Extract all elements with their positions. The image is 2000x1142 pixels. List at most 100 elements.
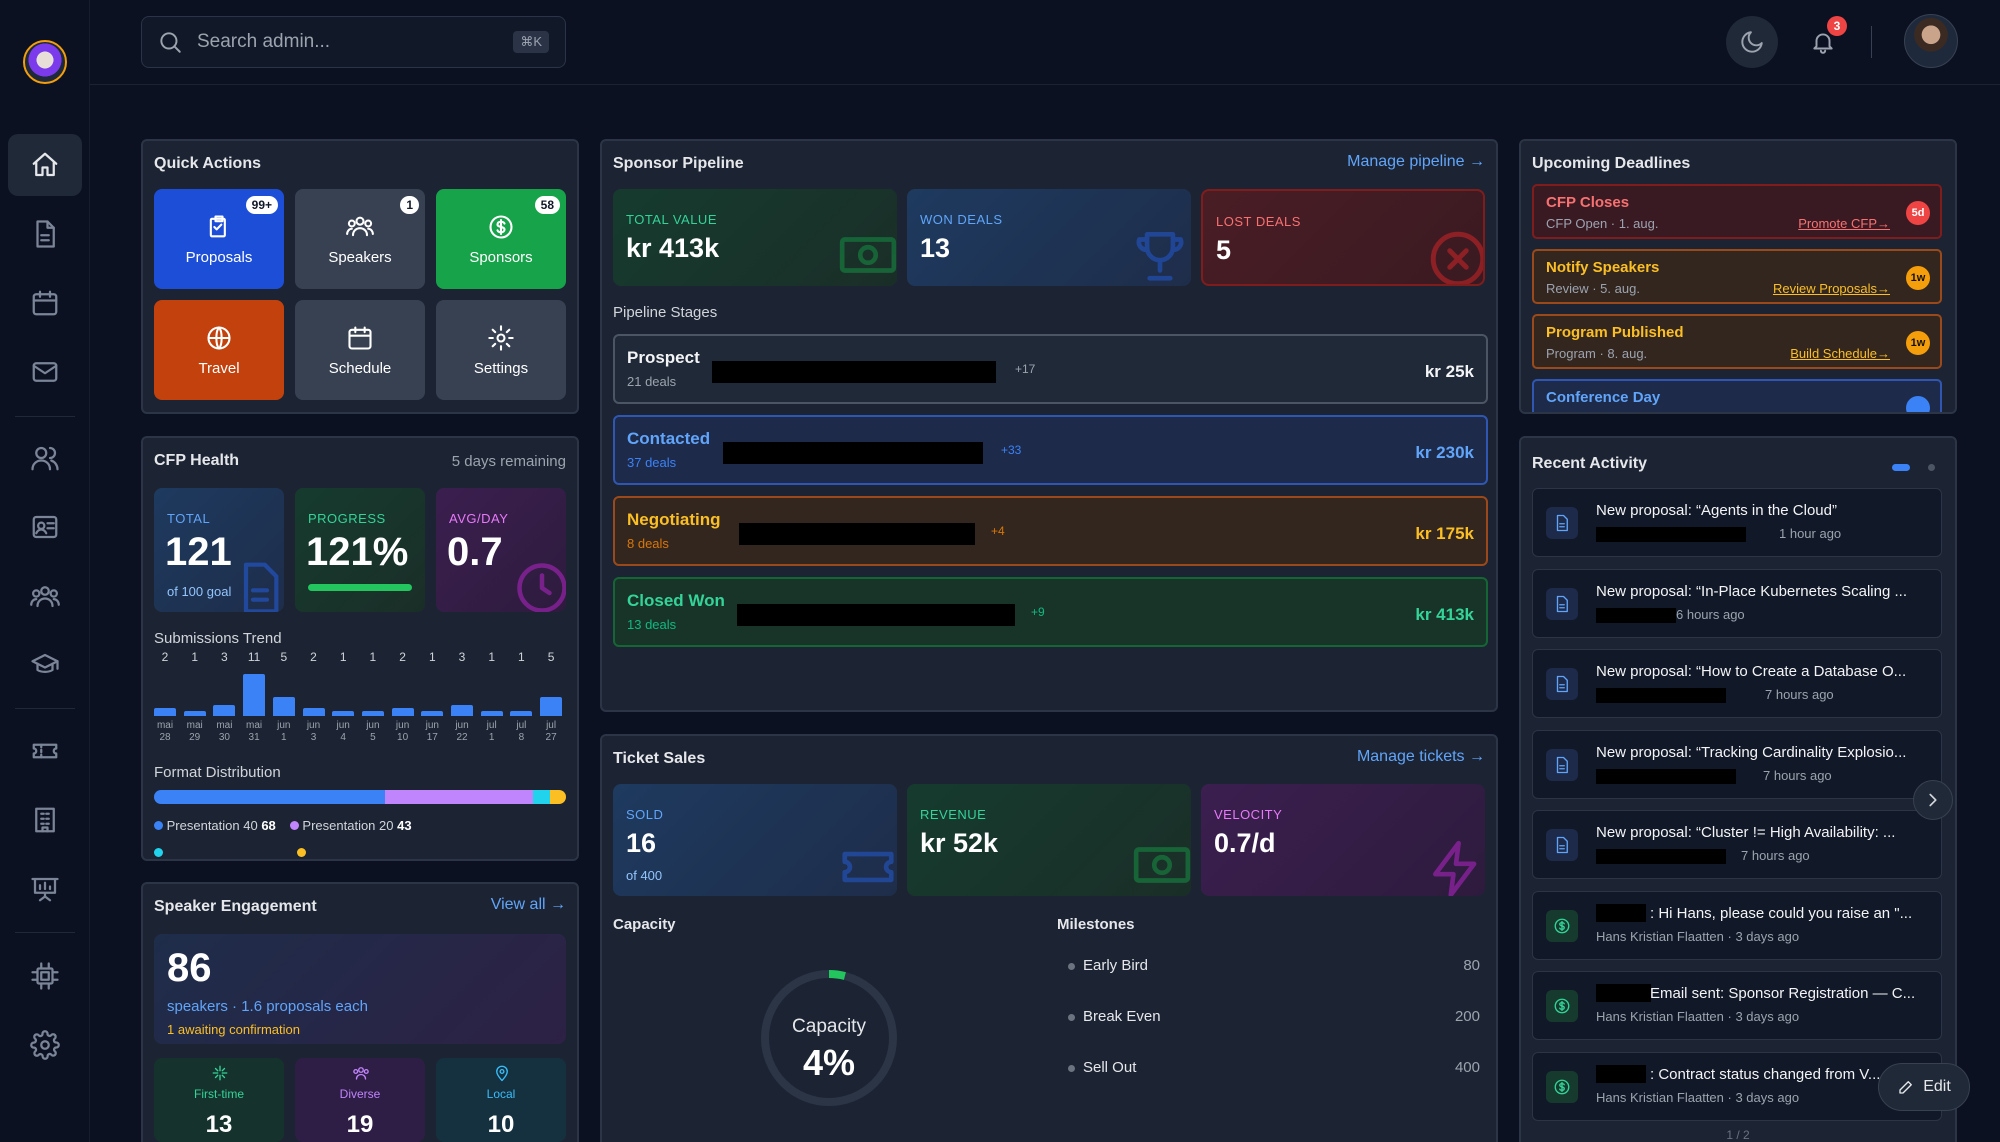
tile-label: Local	[486, 1087, 516, 1101]
stage-closed-won[interactable]: Closed Won 13 deals +9 kr 413k	[613, 577, 1488, 647]
format-segment[interactable]	[154, 790, 385, 804]
sidebar-item-schedule[interactable]	[8, 272, 82, 334]
trend-bar[interactable]	[391, 708, 414, 716]
deadline-conference-day[interactable]: Conference Day	[1532, 379, 1942, 412]
document-icon	[1546, 507, 1578, 539]
sidebar-item-contacts[interactable]	[8, 496, 82, 558]
deadline-program-published[interactable]: Program Published Program · 8. aug. Buil…	[1532, 314, 1942, 369]
clock-icon	[517, 563, 566, 612]
sidebar-item-groups[interactable]	[8, 565, 82, 627]
activity-item[interactable]: New proposal: “In-Place Kubernetes Scali…	[1532, 568, 1942, 638]
theme-toggle-button[interactable]	[1726, 16, 1778, 68]
stage-negotiating[interactable]: Negotiating 8 deals +4 kr 175k	[613, 496, 1488, 566]
search-input[interactable]	[197, 31, 487, 53]
sidebar-item-home[interactable]	[8, 134, 82, 196]
edit-button[interactable]: Edit	[1878, 1063, 1970, 1111]
trend-bar[interactable]	[154, 708, 176, 716]
speaker-count: 86	[167, 946, 212, 990]
notifications-button[interactable]: 3	[1797, 16, 1849, 68]
sidebar-item-workshops[interactable]	[8, 634, 82, 696]
activity-item[interactable]: New proposal: “Agents in the Cloud” 1 hou…	[1532, 488, 1942, 557]
redacted-name	[1596, 984, 1651, 1002]
trend-date: jun 10	[395, 720, 410, 743]
format-segment[interactable]	[384, 790, 534, 804]
stage-prospect[interactable]: Prospect 21 deals +17 kr 25k	[613, 334, 1488, 404]
recent-activity-card: Recent Activity New proposal: “Agents in…	[1519, 436, 1957, 1142]
milestone-value: 80	[1463, 957, 1480, 974]
sidebar-item-sponsors[interactable]	[8, 789, 82, 851]
speaker-subtitle: speakers · 1.6 proposals each	[167, 998, 368, 1015]
trend-bar[interactable]	[540, 696, 563, 716]
trend-count: 3	[221, 650, 228, 664]
quick-action-speakers[interactable]: 1 Speakers	[295, 189, 425, 289]
stat-label: VELOCITY	[1214, 807, 1283, 822]
moon-icon	[1741, 31, 1763, 53]
trend-count: 1	[191, 650, 199, 664]
sidebar-item-proposals[interactable]	[8, 203, 82, 265]
stage-contacted[interactable]: Contacted 37 deals +33 kr 230k	[613, 415, 1488, 485]
format-segment[interactable]	[549, 790, 566, 804]
trend-date: jun 22	[455, 720, 469, 743]
view-all-speakers-link[interactable]: View all →	[490, 896, 566, 913]
sidebar-item-system[interactable]	[8, 945, 82, 1007]
review-proposals-link[interactable]: Review Proposals→	[1772, 281, 1890, 296]
format-segment[interactable]	[533, 790, 550, 804]
sidebar-item-mail[interactable]	[8, 341, 82, 403]
legend-count: 43	[397, 818, 412, 833]
quick-action-travel[interactable]: Travel	[154, 300, 284, 400]
sidebar-item-reports[interactable]	[8, 858, 82, 920]
deadline-notify-speakers[interactable]: Notify Speakers Review · 5. aug. Review …	[1532, 249, 1942, 304]
sidebar-item-speakers[interactable]	[8, 427, 82, 489]
trend-bar[interactable]	[421, 711, 444, 716]
tile-label: First-time	[194, 1087, 244, 1101]
carousel-dot-active[interactable]	[1892, 464, 1910, 471]
activity-next-button[interactable]	[1913, 780, 1953, 820]
trend-bar[interactable]	[480, 711, 503, 716]
deadline-title: Conference Day	[1546, 389, 1661, 406]
redacted-author	[1596, 607, 1676, 623]
pencil-icon	[1899, 1081, 1913, 1094]
user-avatar[interactable]	[1904, 14, 1958, 68]
search-bar[interactable]: ⌘K	[141, 16, 566, 68]
promote-cfp-link[interactable]: Promote CFP→	[1798, 216, 1890, 231]
document-icon	[1546, 668, 1578, 700]
trophy-icon	[1136, 232, 1184, 281]
carousel-dot[interactable]	[1928, 464, 1935, 471]
trend-bar[interactable]	[510, 711, 533, 716]
trend-bar[interactable]	[183, 711, 206, 716]
deadline-cfp-closes[interactable]: CFP Closes CFP Open · 1. aug. Promote CF…	[1532, 184, 1942, 239]
cash-icon	[1133, 847, 1191, 883]
recent-activity-title: Recent Activity	[1532, 455, 1647, 472]
sidebar-item-settings[interactable]	[8, 1014, 82, 1076]
deadlines-title: Upcoming Deadlines	[1532, 155, 1691, 172]
redacted-name	[1596, 1064, 1646, 1083]
lost-deals-stat: LOST DEALS 5	[1201, 189, 1485, 286]
manage-tickets-link[interactable]: Manage tickets →	[1356, 748, 1485, 765]
stat-sub: of 400	[626, 868, 663, 883]
trend-bar[interactable]	[332, 711, 355, 716]
logo[interactable]	[23, 40, 67, 84]
trend-bar[interactable]	[272, 696, 295, 716]
trend-bar[interactable]	[361, 711, 384, 716]
activity-item[interactable]: Email sent: Sponsor Registration — C... H…	[1532, 971, 1942, 1040]
quick-action-schedule[interactable]: Schedule	[295, 300, 425, 400]
activity-item[interactable]: : Hi Hans, please could you raise an "..…	[1532, 890, 1942, 960]
activity-item[interactable]: New proposal: “How to Create a Database …	[1532, 649, 1942, 718]
trend-bar[interactable]	[213, 704, 236, 716]
quick-action-proposals[interactable]: 99+ Proposals	[154, 189, 284, 289]
gauge-fill	[761, 970, 897, 1106]
quick-action-sponsors[interactable]: 58 Sponsors	[436, 189, 566, 289]
activity-item[interactable]: New proposal: “Tracking Cardinality Expl…	[1532, 729, 1942, 799]
trend-bar[interactable]	[302, 708, 325, 716]
activity-item[interactable]: New proposal: “Cluster != High Availabil…	[1532, 810, 1942, 879]
quick-action-settings[interactable]: Settings	[436, 300, 566, 400]
sidebar-item-tickets[interactable]	[8, 720, 82, 782]
build-schedule-link[interactable]: Build Schedule→	[1790, 346, 1890, 361]
trend-bar[interactable]	[451, 704, 473, 716]
stat-label: REVENUE	[920, 807, 987, 822]
activity-item[interactable]: : Contract status changed from V... Hans …	[1532, 1051, 1942, 1121]
quick-action-label: Travel	[198, 359, 240, 377]
trend-bar[interactable]	[243, 674, 266, 716]
diverse-tile: Diverse 19	[295, 1058, 425, 1142]
manage-pipeline-link[interactable]: Manage pipeline →	[1347, 153, 1485, 170]
